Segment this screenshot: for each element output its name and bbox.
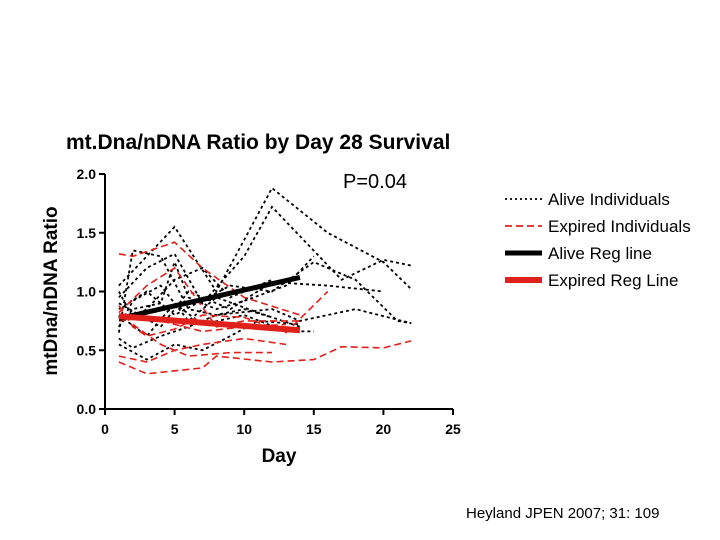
- alive-individual-line-8: [118, 266, 273, 319]
- y-tick-label-1: 0.5: [77, 342, 97, 358]
- alive-individual-line-3: [118, 261, 412, 325]
- legend-label-3: Expired Reg Line: [548, 271, 678, 290]
- legend: Alive Individuals Expired Individuals Aliv…: [505, 190, 691, 290]
- y-tick-label-4: 2.0: [77, 166, 97, 182]
- y-tick-label-0: 0.0: [77, 401, 97, 417]
- expired-individual-line-11: [118, 241, 301, 316]
- alive-regression-line: [118, 274, 301, 321]
- y-axis-label: mtDna/nDNA Ratio: [41, 206, 62, 375]
- y-tick-label-3: 1.5: [77, 225, 97, 241]
- x-axis-label: Day: [262, 446, 297, 467]
- expired-individual-line-17: [132, 323, 272, 357]
- expired-individual-line-15: [118, 337, 287, 363]
- alive-individual-line-10: [118, 249, 273, 333]
- expired-regression-line: [118, 313, 301, 334]
- alive-individual-line-0: [118, 186, 412, 294]
- y-tick-label-2: 1.0: [77, 284, 97, 300]
- x-tick-label-3: 15: [306, 421, 322, 437]
- alive-individual-line-6: [118, 308, 412, 349]
- alive-individual-line-2: [118, 281, 384, 328]
- expired-individual-line-16: [118, 340, 412, 375]
- ticks: 0 5 10 15 20 25 0.0 0.5 1.0 1.5 2.0: [77, 166, 461, 437]
- legend-label-2: Alive Reg line: [548, 244, 652, 263]
- chart-title: mt.Dna/nDNA Ratio by Day 28 Survival: [66, 131, 450, 154]
- p-value-annotation: P=0.04: [343, 171, 407, 193]
- data-lines: [118, 186, 412, 375]
- expired-individual-line-13: [118, 266, 300, 328]
- x-tick-label-4: 20: [376, 421, 392, 437]
- alive-individual-line-7: [118, 319, 300, 361]
- alive-individual-line-9: [118, 255, 315, 328]
- citation: Heyland JPEN 2007; 31: 109: [466, 505, 660, 522]
- x-tick-label-0: 0: [101, 421, 109, 437]
- regression-lines: [118, 274, 301, 334]
- x-tick-label-1: 5: [171, 421, 179, 437]
- x-tick-label-2: 10: [236, 421, 252, 437]
- axes: [104, 174, 453, 410]
- legend-label-1: Expired Individuals: [548, 217, 691, 236]
- alive-individual-line-1: [118, 205, 412, 305]
- x-tick-label-5: 25: [445, 421, 461, 437]
- legend-label-0: Alive Individuals: [548, 190, 670, 209]
